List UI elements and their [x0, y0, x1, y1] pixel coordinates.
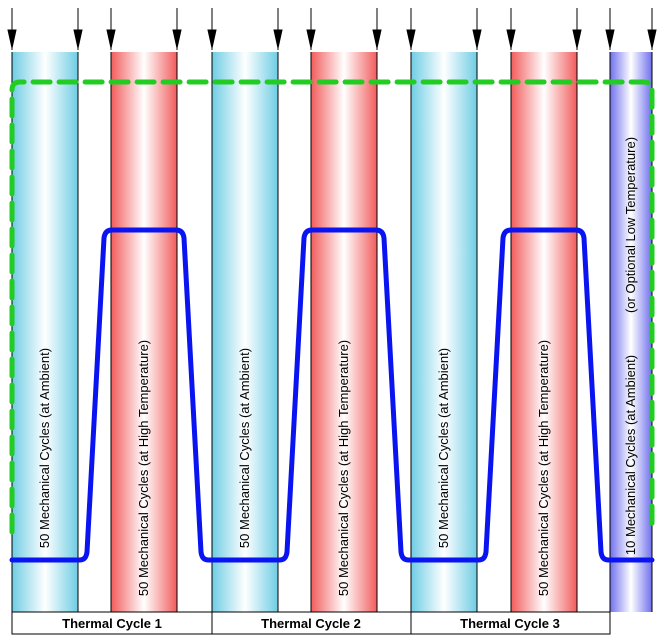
column-bands — [12, 52, 652, 612]
column-label-hot-3: 50 Mechanical Cycles (at High Temperatur… — [536, 340, 551, 596]
thermal-cycle-1-label: Thermal Cycle 1 — [62, 616, 162, 631]
column-label-final: 10 Mechanical Cycles (at Ambient) — [623, 355, 638, 555]
test-envelope-dashed-line — [9, 79, 655, 535]
column-label-final-note: (or Optional Low Temperature) — [623, 137, 638, 313]
column-label-ambient-3: 50 Mechanical Cycles (at Ambient) — [436, 348, 451, 548]
start-markers — [7, 8, 657, 50]
band-hot-3 — [511, 52, 577, 612]
temperature-profile-line — [9, 227, 655, 563]
column-label-hot-2: 50 Mechanical Cycles (at High Temperatur… — [336, 340, 351, 596]
band-hot-1 — [111, 52, 177, 612]
thermal-cycle-footer: Thermal Cycle 1 Thermal Cycle 2 Thermal … — [11, 611, 611, 635]
thermal-cycle-3-label: Thermal Cycle 3 — [460, 616, 560, 631]
band-hot-2 — [311, 52, 377, 612]
column-label-ambient-1: 50 Mechanical Cycles (at Ambient) — [37, 348, 52, 548]
column-label-hot-1: 50 Mechanical Cycles (at High Temperatur… — [136, 340, 151, 596]
thermal-cycle-3-box — [410, 611, 611, 635]
band-ambient-1 — [12, 52, 78, 612]
band-low-final — [610, 52, 652, 612]
column-label-ambient-2: 50 Mechanical Cycles (at Ambient) — [237, 348, 252, 548]
band-ambient-3 — [411, 52, 477, 612]
band-ambient-2 — [212, 52, 278, 612]
thermal-cycle-2-label: Thermal Cycle 2 — [261, 616, 361, 631]
